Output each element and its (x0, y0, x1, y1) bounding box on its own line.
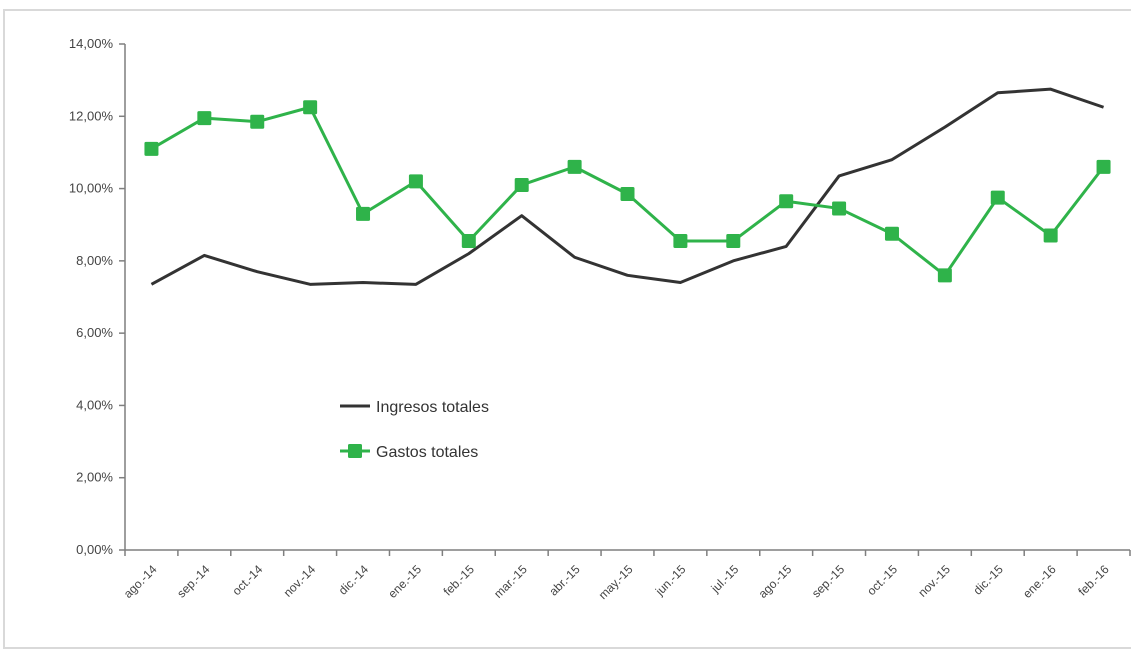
data-point (514, 177, 529, 192)
data-point (303, 100, 318, 115)
x-tick-label: ago.-14 (121, 562, 160, 601)
series-line-1 (150, 87, 1105, 286)
legend-label-2: Gastos totales (376, 444, 478, 461)
y-tick-label: 2,00% (76, 470, 113, 485)
x-tick-label: ago.-15 (756, 562, 795, 601)
x-tick-label: oct.-14 (230, 562, 266, 598)
data-point (461, 233, 476, 248)
x-tick-label: jun.-15 (652, 562, 689, 599)
data-point (620, 186, 635, 201)
x-tick-label: nov.-14 (281, 562, 319, 600)
x-tick-label: sep.-14 (174, 562, 212, 600)
chart-frame (3, 9, 1131, 649)
data-point (144, 141, 159, 156)
x-tick-label: ene.-15 (385, 562, 424, 601)
data-point (567, 159, 582, 174)
x-tick-label: feb.-16 (1075, 562, 1112, 599)
data-point (197, 111, 212, 126)
x-tick-label: mar.-15 (491, 562, 530, 601)
data-point (250, 114, 265, 129)
y-tick-label: 12,00% (69, 108, 114, 123)
y-tick-label: 14,00% (69, 36, 114, 51)
x-tick-label: dic.-15 (971, 562, 1007, 598)
data-point (1043, 228, 1058, 243)
data-point (1096, 159, 1111, 174)
legend-label-1: Ingresos totales (376, 399, 489, 416)
data-point (673, 233, 688, 248)
x-tick-label: jul.-15 (708, 562, 742, 596)
x-tick-label: dic.-14 (336, 562, 372, 598)
data-point (937, 268, 952, 283)
x-tick-label: may.-15 (596, 562, 636, 602)
y-tick-label: 10,00% (69, 181, 114, 196)
y-tick-label: 6,00% (76, 325, 113, 340)
data-point (884, 226, 899, 241)
x-tick-label: nov.-15 (915, 562, 953, 600)
data-point (726, 233, 741, 248)
y-tick-label: 0,00% (76, 542, 113, 557)
x-tick-label: oct.-15 (864, 562, 900, 598)
legend-marker (348, 444, 362, 458)
x-tick-label: sep.-15 (809, 562, 847, 600)
x-tick-label: abr.-15 (546, 562, 583, 599)
data-point (832, 201, 847, 216)
data-point (779, 194, 794, 209)
y-tick-label: 4,00% (76, 397, 113, 412)
data-point (356, 206, 371, 221)
x-tick-label: feb.-15 (441, 562, 478, 599)
data-point (408, 174, 423, 189)
data-point (990, 190, 1005, 205)
x-tick-label: ene.-16 (1020, 562, 1059, 601)
y-tick-label: 8,00% (76, 253, 113, 268)
